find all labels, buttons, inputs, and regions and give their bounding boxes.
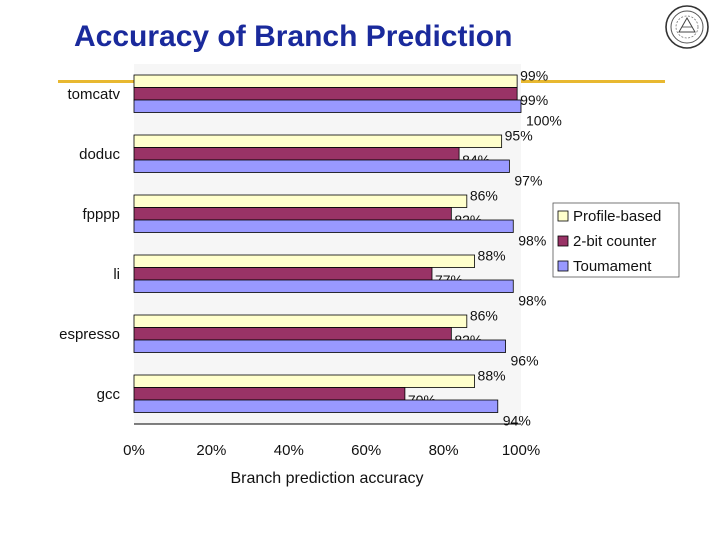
slide-title: Accuracy of Branch Prediction xyxy=(74,20,513,53)
x-tick-label: 80% xyxy=(429,442,459,459)
bar xyxy=(133,74,518,88)
bar xyxy=(133,159,510,173)
category-label: tomcatv xyxy=(67,86,120,103)
data-label: 99% xyxy=(520,92,548,108)
bar xyxy=(133,99,522,113)
category-label: espresso xyxy=(59,326,120,343)
x-tick-label: 20% xyxy=(196,442,226,459)
plot-area xyxy=(134,64,521,424)
data-label: 98% xyxy=(518,292,546,308)
legend-swatch xyxy=(557,210,569,222)
bar xyxy=(133,399,499,413)
legend-label: 2-bit counter xyxy=(573,233,656,250)
category-label: doduc xyxy=(79,146,120,163)
bar xyxy=(133,147,460,161)
bar xyxy=(133,314,468,328)
x-tick-label: 100% xyxy=(502,442,540,459)
bar xyxy=(133,219,514,233)
x-tick-label: 40% xyxy=(274,442,304,459)
data-label: 96% xyxy=(511,352,539,368)
legend-swatch xyxy=(557,235,569,247)
data-label: 88% xyxy=(478,247,506,263)
category-label: fpppp xyxy=(82,206,120,223)
bar xyxy=(133,374,475,388)
data-label: 88% xyxy=(478,367,506,383)
data-label: 86% xyxy=(470,187,498,203)
bar xyxy=(133,339,506,353)
bar xyxy=(133,134,503,148)
legend-swatch xyxy=(557,260,569,272)
bar xyxy=(133,194,468,208)
bar xyxy=(133,87,518,101)
data-label: 98% xyxy=(518,232,546,248)
x-tick-label: 0% xyxy=(123,442,145,459)
bar xyxy=(133,254,475,268)
legend-box xyxy=(552,202,680,278)
bar xyxy=(133,279,514,293)
data-label: 86% xyxy=(470,307,498,323)
university-seal-icon xyxy=(665,5,709,49)
data-label: 97% xyxy=(514,172,542,188)
legend-label: Profile-based xyxy=(573,208,661,225)
data-label: 95% xyxy=(505,127,533,143)
data-label: 100% xyxy=(526,112,562,128)
data-label: 94% xyxy=(503,412,531,428)
bar xyxy=(133,387,406,401)
bar xyxy=(133,327,452,341)
category-label: gcc xyxy=(97,386,121,403)
bar xyxy=(133,207,452,221)
category-label: li xyxy=(113,266,120,283)
bar xyxy=(133,267,433,281)
x-axis-title: Branch prediction accuracy xyxy=(231,470,424,487)
x-tick-label: 60% xyxy=(351,442,381,459)
legend-label: Toumament xyxy=(573,258,652,275)
data-label: 99% xyxy=(520,67,548,83)
